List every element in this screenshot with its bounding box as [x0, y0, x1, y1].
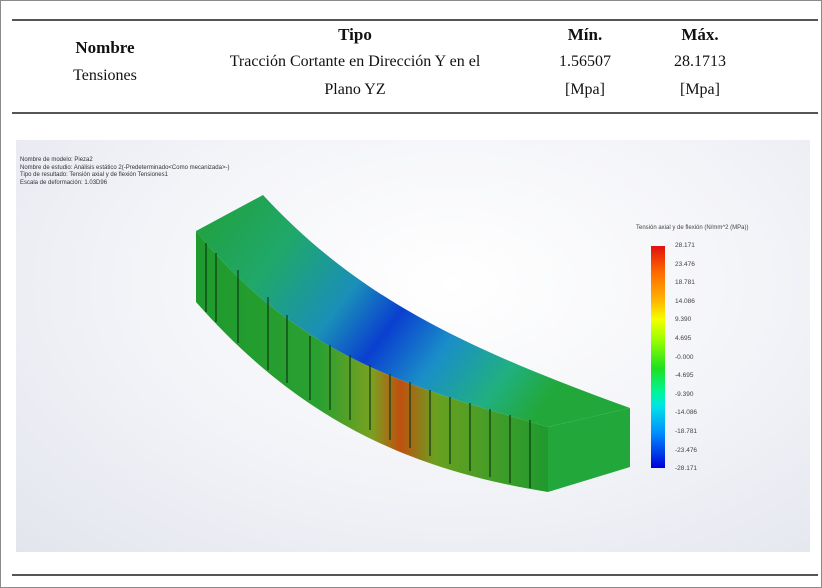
- study-info: Nombre de modelo: Pieza2 Nombre de estud…: [20, 157, 229, 187]
- page-bottom-rule: [12, 574, 818, 576]
- legend-label: 28.171: [675, 242, 695, 249]
- header-tipo: Tipo: [338, 25, 372, 44]
- legend-label: -28.171: [675, 465, 698, 473]
- info-model-name: Nombre de modelo: Pieza2: [20, 157, 93, 163]
- table-top-rule: [12, 19, 818, 21]
- legend-label: -23.476: [675, 446, 698, 454]
- cell-max-unit: [Mpa]: [680, 81, 720, 98]
- legend-title: Tensión axial y de flexión (N/mm^2 (MPa)…: [636, 225, 749, 231]
- legend-label: 23.476: [675, 260, 695, 268]
- header-nombre: Nombre: [75, 38, 135, 57]
- legend-label: -18.781: [675, 427, 698, 435]
- cell-tipo-line1: Tracción Cortante en Dirección Y en el: [229, 53, 481, 70]
- legend-label: 4.695: [675, 334, 692, 342]
- legend-label: -9.390: [675, 390, 694, 398]
- legend-label: 14.086: [675, 297, 695, 305]
- cell-nombre: Tensiones: [73, 67, 137, 84]
- cell-min-unit: [Mpa]: [565, 81, 605, 98]
- legend-label: -14.086: [675, 409, 698, 417]
- cell-max-value: 28.1713: [674, 53, 726, 70]
- legend-labels: 28.171 23.476 18.781 14.086 9.390 4.695 …: [675, 241, 697, 483]
- legend-color-bar: [651, 246, 665, 468]
- legend-label: -4.695: [675, 372, 694, 380]
- legend-label: 18.781: [675, 279, 695, 287]
- info-result-type: Tipo de resultado: Tensión axial y de fl…: [20, 172, 168, 178]
- legend-label: -0.000: [675, 353, 694, 361]
- info-study-name: Nombre de estudio: Análisis estático 2(-…: [20, 164, 230, 171]
- cell-min-value: 1.56507: [559, 53, 611, 70]
- header-min: Mín.: [567, 25, 603, 44]
- legend-label: 9.390: [675, 316, 692, 324]
- cell-tipo-line2: Plano YZ: [324, 81, 386, 98]
- table-bottom-rule: [12, 112, 818, 114]
- header-max: Máx.: [681, 25, 719, 44]
- info-deformation-scale: Escala de deformación: 1.03D96: [20, 179, 108, 186]
